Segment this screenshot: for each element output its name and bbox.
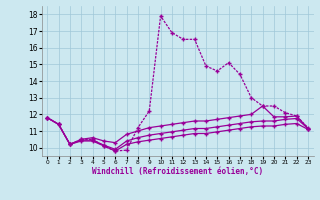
X-axis label: Windchill (Refroidissement éolien,°C): Windchill (Refroidissement éolien,°C) xyxy=(92,167,263,176)
